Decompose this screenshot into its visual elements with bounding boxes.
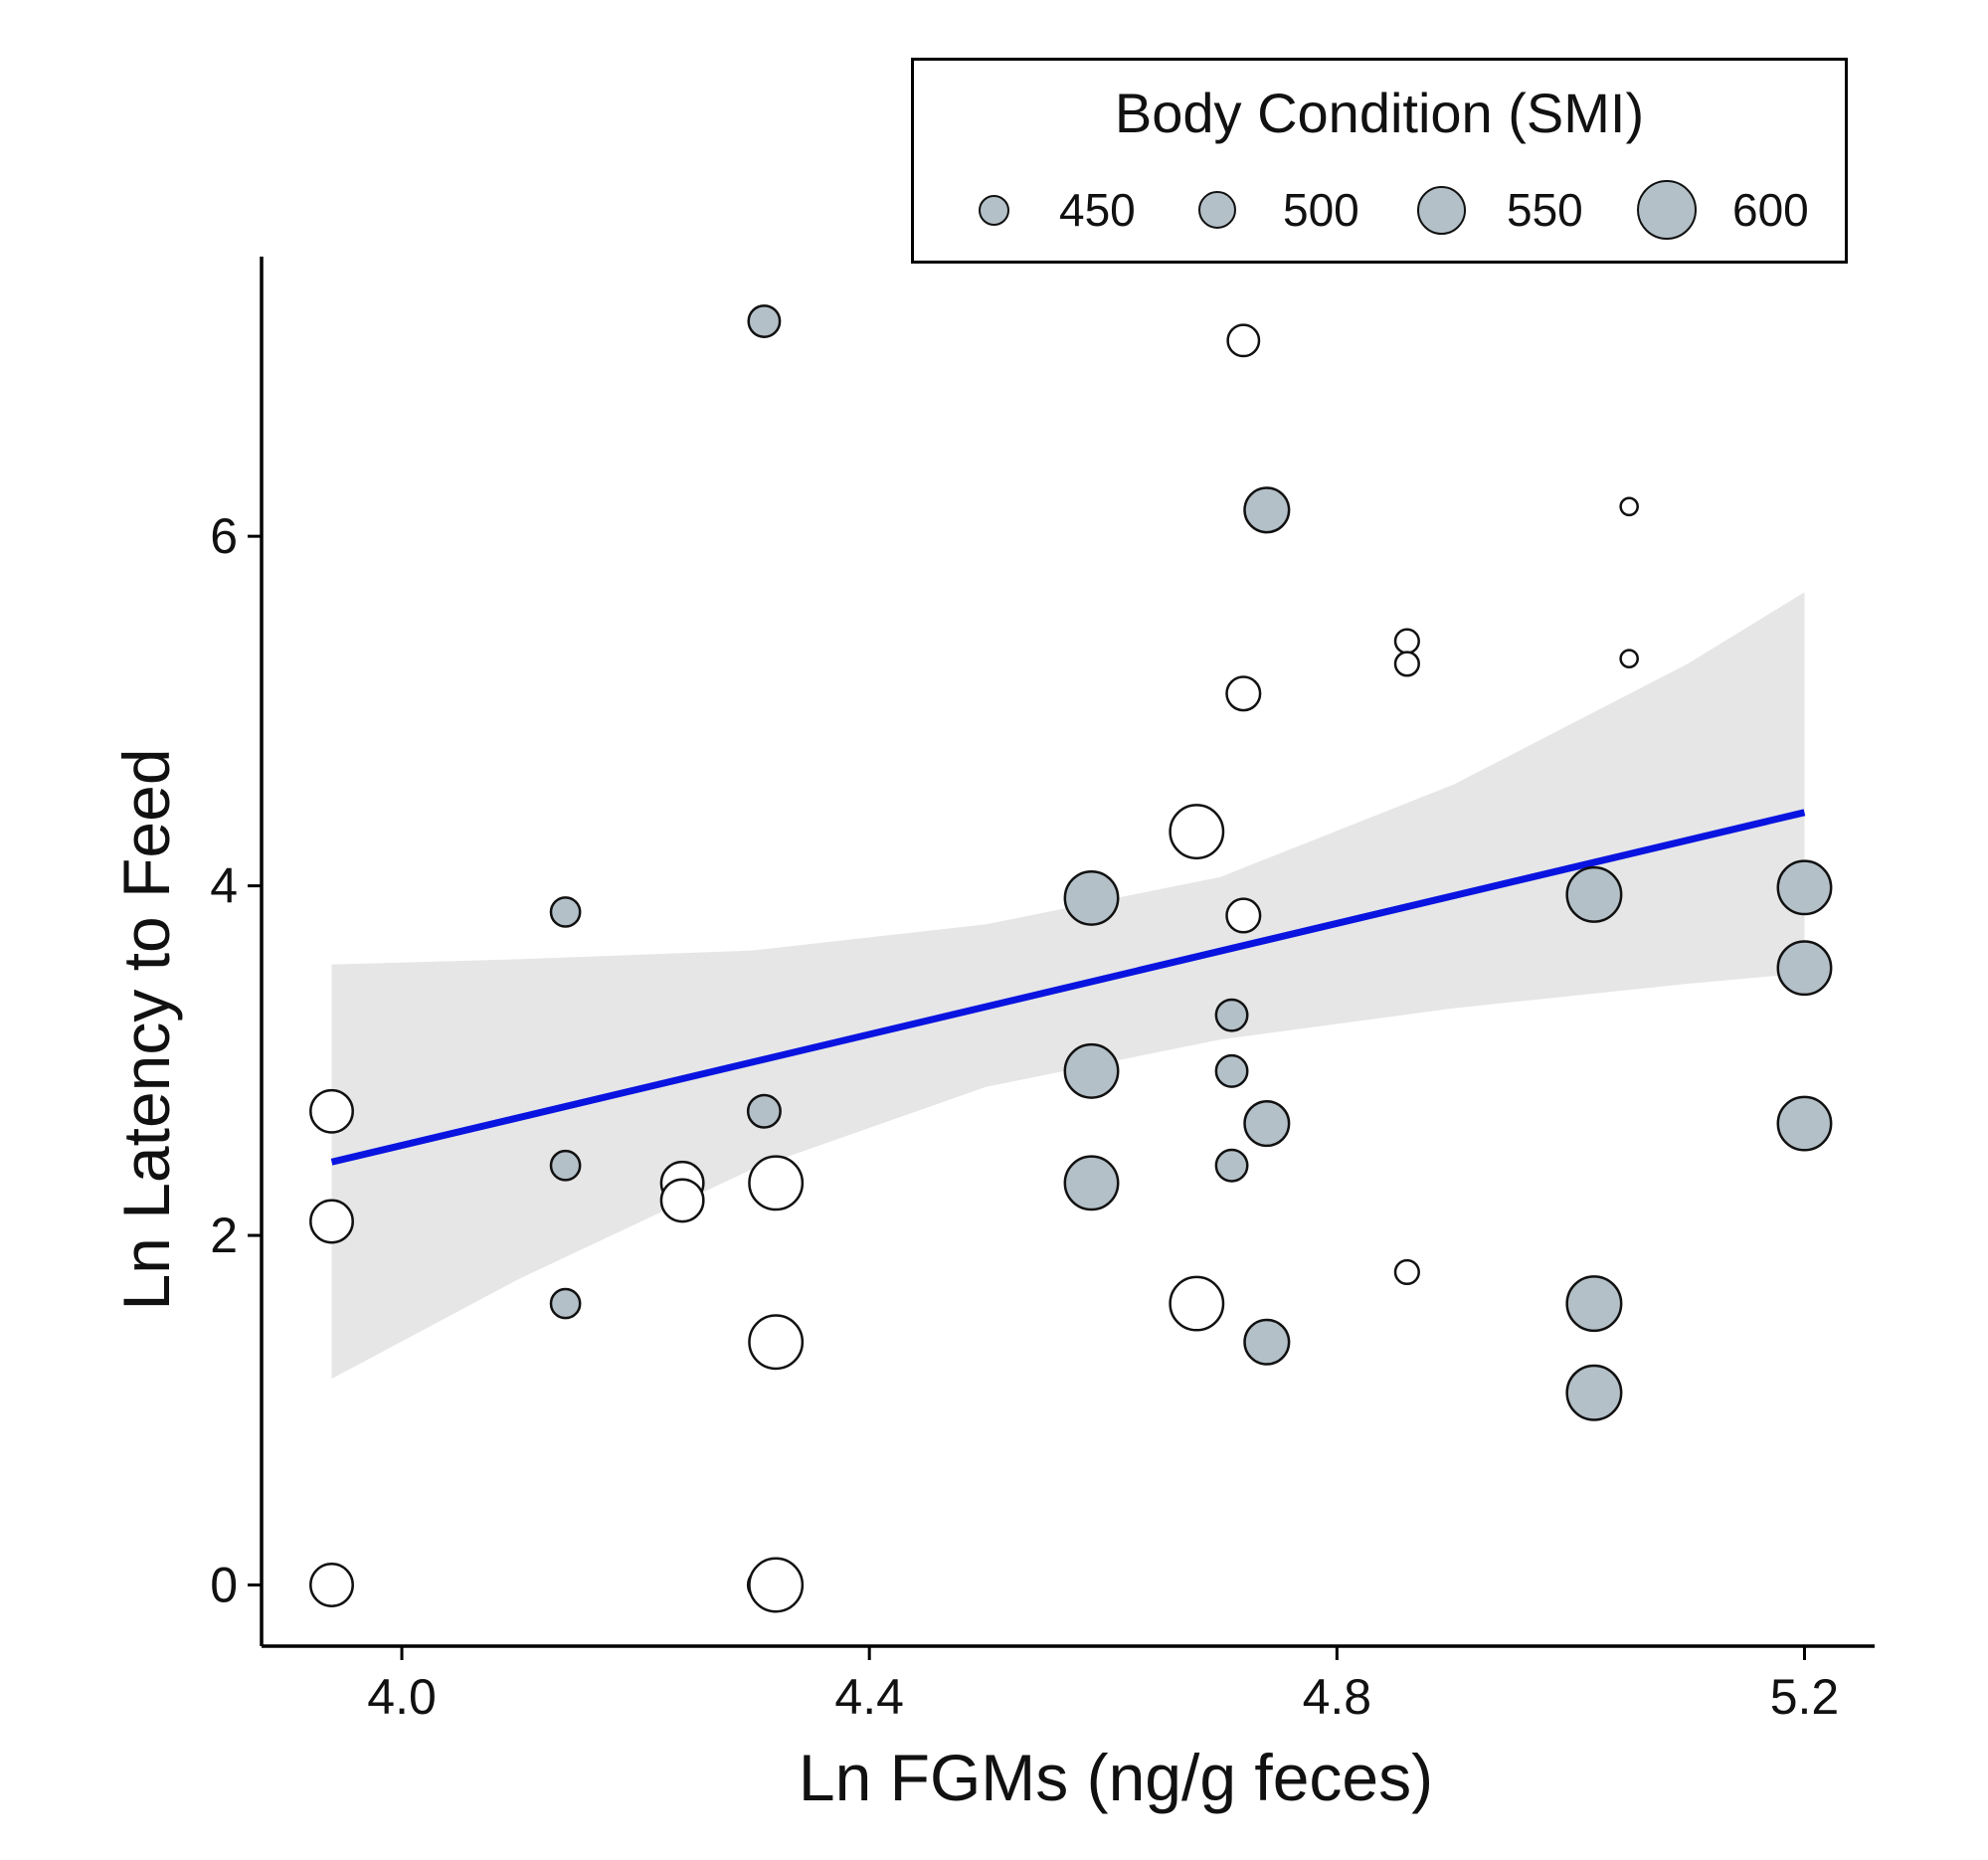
points-layer (309, 304, 1833, 1613)
legend-label: 600 (1732, 184, 1809, 236)
legend-size-marker (978, 194, 1009, 226)
data-point-grey (1214, 1148, 1249, 1183)
data-point-grey (747, 304, 782, 338)
data-point-white (1226, 323, 1261, 358)
data-point-white (659, 1178, 705, 1223)
legend-entry-500: 500 (1177, 175, 1359, 245)
legend-entry-600: 600 (1627, 175, 1809, 245)
data-point-grey (746, 1093, 782, 1129)
legend-title: Body Condition (SMI) (1114, 82, 1645, 144)
data-point-white (1169, 1275, 1225, 1332)
data-point-white (1619, 649, 1639, 668)
legend-label: 500 (1283, 184, 1359, 236)
fit-line-layer (330, 809, 1806, 1166)
y-tick-label: 4 (210, 858, 238, 914)
data-point-grey (1063, 869, 1120, 926)
data-point-grey (1243, 486, 1291, 534)
legend-size-marker (1416, 185, 1466, 235)
data-point-white (1169, 804, 1225, 860)
data-point-grey (1214, 1053, 1249, 1088)
data-point-grey (1776, 1095, 1833, 1152)
legend-label: 550 (1507, 184, 1583, 236)
data-point-white (748, 1557, 805, 1613)
axes-layer: 4.0 4.4 4.8 5.2 0 2 4 6 (210, 257, 1875, 1725)
data-point-white (748, 1314, 805, 1371)
data-point-white (1225, 897, 1262, 934)
legend-size-marker (1198, 191, 1236, 229)
legend-entry-550: 550 (1401, 175, 1583, 245)
data-point-grey (1565, 1275, 1623, 1333)
legend-size-marker (1637, 180, 1697, 240)
data-point-white (309, 1088, 354, 1134)
legend-entry-450: 450 (954, 175, 1136, 245)
data-point-grey (549, 896, 582, 928)
legend-label: 450 (1059, 184, 1136, 236)
data-point-white (748, 1155, 805, 1211)
regression-line (330, 809, 1806, 1166)
x-tick-label: 4.8 (1303, 1669, 1372, 1725)
data-point-grey (1776, 859, 1833, 916)
x-tick-label: 4.4 (834, 1669, 904, 1725)
data-point-white (1393, 651, 1420, 677)
data-point-grey (549, 1149, 582, 1182)
data-point-grey (549, 1287, 582, 1320)
y-tick-label: 0 (210, 1557, 238, 1612)
data-point-grey (1776, 940, 1833, 997)
y-axis-label: Ln Latency to Feed (109, 748, 183, 1310)
y-tick-label: 2 (210, 1208, 238, 1263)
x-axis-label: Ln FGMs (ng/g feces) (799, 1741, 1433, 1814)
legend: Body Condition (SMI) 450 500 550 600 (911, 58, 1848, 264)
data-point-grey (1565, 865, 1623, 923)
data-point-white (1393, 1258, 1420, 1286)
data-point-grey (1243, 1100, 1291, 1148)
data-point-grey (1063, 1155, 1120, 1211)
data-point-grey (1565, 1364, 1623, 1421)
data-point-grey (1063, 1042, 1120, 1099)
data-point-white (309, 1563, 354, 1607)
data-point-grey (1243, 1318, 1291, 1366)
x-tick-label: 4.0 (367, 1669, 437, 1725)
data-point-grey (1214, 998, 1249, 1032)
data-point-white (309, 1199, 354, 1244)
x-tick-label: 5.2 (1770, 1669, 1840, 1725)
data-point-white (1393, 628, 1420, 654)
y-tick-label: 6 (210, 508, 238, 564)
data-point-white (1619, 496, 1639, 517)
data-point-white (1225, 675, 1262, 712)
